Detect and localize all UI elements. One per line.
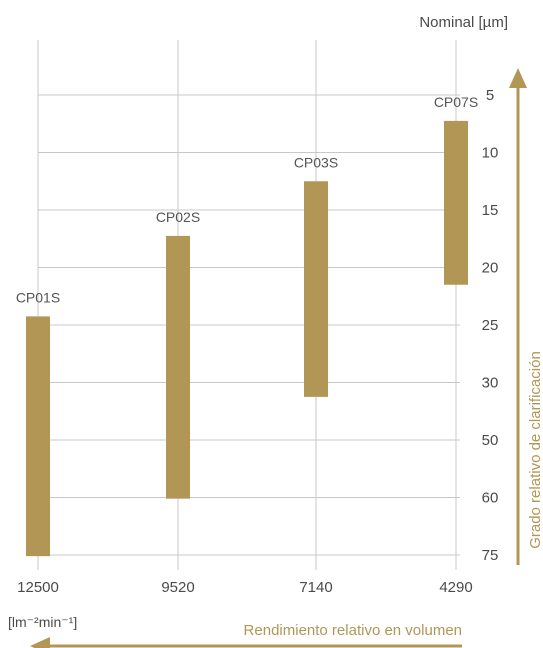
range-bar — [26, 316, 50, 557]
range-bar — [444, 120, 468, 285]
y-tick-label: 25 — [482, 317, 499, 334]
x-tick-label: 7140 — [299, 579, 332, 596]
x-tick-label: 4290 — [439, 579, 472, 596]
bar-label: CP02S — [156, 209, 200, 225]
x-axis-arrow — [30, 637, 462, 648]
y-tick-label: 30 — [482, 375, 499, 392]
y-tick-labels: 5 10 15 20 25 30 50 60 75 — [482, 87, 499, 564]
bars — [26, 120, 468, 557]
x-tick-labels: 12500 9520 7140 4290 — [17, 579, 473, 596]
y-axis-title: Grado relativo de clarificación — [527, 351, 543, 549]
range-bar — [304, 181, 328, 397]
y-tick-label: 75 — [482, 547, 499, 564]
x-tick-label: 9520 — [161, 579, 194, 596]
vertical-gridlines — [37, 40, 457, 570]
bar-labels: CP01S CP02S CP03S CP07S — [16, 94, 478, 306]
horizontal-gridlines — [38, 94, 460, 556]
y-tick-label: 60 — [482, 490, 499, 507]
y-tick-label: 15 — [482, 202, 499, 219]
bar-label: CP01S — [16, 289, 60, 305]
x-axis-title: Rendimiento relativo en volumen — [244, 622, 462, 639]
x-unit-label: [lm⁻²min⁻¹] — [8, 614, 77, 630]
y-tick-label: 5 — [486, 87, 494, 104]
y-tick-label: 10 — [482, 145, 499, 162]
y-axis-arrow — [509, 68, 527, 565]
x-tick-label: 12500 — [17, 579, 59, 596]
bar-label: CP03S — [294, 154, 338, 170]
y-tick-label: 50 — [482, 432, 499, 449]
y-unit-label: Nominal [µm] — [419, 14, 508, 31]
bar-label: CP07S — [434, 94, 478, 110]
range-bar — [166, 235, 190, 499]
y-tick-label: 20 — [482, 260, 499, 277]
